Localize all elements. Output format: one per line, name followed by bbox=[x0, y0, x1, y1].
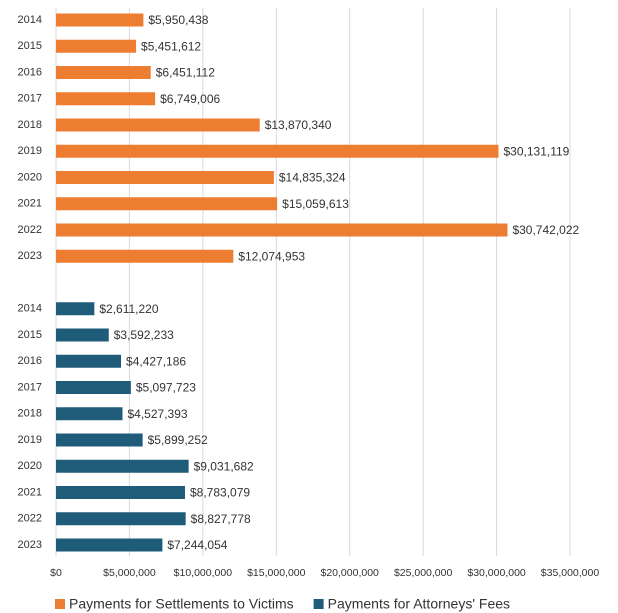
y-tick-label: 2020 bbox=[18, 460, 42, 472]
y-tick-label: 2017 bbox=[18, 381, 42, 393]
legend-label: Payments for Settlements to Victims bbox=[69, 596, 294, 612]
bar bbox=[56, 433, 143, 447]
data-label: $30,131,119 bbox=[503, 144, 569, 158]
legend-swatch bbox=[55, 599, 65, 609]
bar bbox=[56, 39, 137, 53]
bar bbox=[56, 407, 123, 421]
y-tick-label: 2021 bbox=[18, 198, 42, 210]
y-tick-label: 2022 bbox=[18, 513, 42, 525]
bar bbox=[56, 328, 109, 342]
data-label: $12,074,953 bbox=[238, 249, 305, 263]
x-tick-label: $0 bbox=[50, 567, 62, 579]
bar bbox=[56, 512, 186, 526]
data-label: $2,611,220 bbox=[99, 302, 158, 316]
y-tick-label: 2023 bbox=[18, 539, 42, 551]
y-tick-label: 2015 bbox=[18, 329, 42, 341]
data-label: $4,427,186 bbox=[126, 354, 186, 368]
x-tick-label: $20,000,000 bbox=[321, 567, 380, 579]
bar bbox=[56, 459, 189, 473]
data-label: $5,097,723 bbox=[136, 381, 196, 395]
legend-swatch bbox=[313, 599, 324, 609]
bar bbox=[56, 118, 260, 132]
y-tick-label: 2019 bbox=[18, 434, 42, 446]
y-tick-label: 2020 bbox=[18, 171, 42, 183]
data-label: $6,451,112 bbox=[156, 66, 215, 80]
bar bbox=[56, 13, 144, 27]
y-tick-label: 2017 bbox=[18, 93, 42, 105]
bar bbox=[56, 223, 508, 237]
y-tick-label: 2016 bbox=[18, 355, 42, 367]
bar bbox=[56, 302, 95, 316]
y-tick-label: 2023 bbox=[18, 250, 42, 262]
data-label: $5,950,438 bbox=[148, 13, 208, 27]
bar bbox=[56, 538, 163, 552]
x-tick-label: $30,000,000 bbox=[467, 567, 526, 579]
y-tick-label: 2014 bbox=[18, 303, 42, 315]
bar bbox=[56, 381, 131, 394]
data-label: $7,244,054 bbox=[167, 538, 227, 552]
bar bbox=[56, 354, 122, 368]
bar bbox=[56, 92, 156, 106]
data-label: $5,899,252 bbox=[148, 433, 208, 447]
x-tick-label: $5,000,000 bbox=[103, 567, 156, 579]
x-tick-label: $25,000,000 bbox=[394, 567, 453, 579]
y-tick-label: 2016 bbox=[18, 66, 42, 78]
data-label: $14,835,324 bbox=[279, 171, 346, 185]
bar bbox=[56, 249, 234, 263]
y-tick-label: 2019 bbox=[18, 145, 42, 157]
bar bbox=[56, 144, 499, 158]
legend-label: Payments for Attorneys' Fees bbox=[328, 596, 510, 612]
x-tick-label: $35,000,000 bbox=[541, 567, 600, 579]
x-tick-label: $15,000,000 bbox=[247, 567, 306, 579]
y-tick-label: 2014 bbox=[18, 14, 42, 26]
y-tick-label: 2015 bbox=[18, 40, 42, 52]
data-label: $30,742,022 bbox=[512, 223, 579, 237]
bar bbox=[56, 486, 185, 499]
y-tick-label: 2022 bbox=[18, 224, 42, 236]
data-label: $15,059,613 bbox=[282, 197, 349, 211]
data-label: $8,827,778 bbox=[191, 512, 251, 526]
bar bbox=[56, 171, 274, 184]
y-tick-label: 2018 bbox=[18, 408, 42, 420]
data-label: $3,592,233 bbox=[114, 328, 174, 342]
y-tick-label: 2018 bbox=[18, 119, 42, 131]
data-label: $4,527,393 bbox=[127, 407, 187, 421]
data-label: $8,783,079 bbox=[190, 486, 250, 500]
data-label: $9,031,682 bbox=[194, 459, 254, 473]
x-tick-label: $10,000,000 bbox=[174, 567, 233, 579]
data-label: $13,870,340 bbox=[265, 118, 332, 132]
y-tick-label: 2021 bbox=[18, 486, 42, 498]
data-label: $5,451,612 bbox=[141, 39, 201, 53]
bar bbox=[56, 197, 278, 211]
bar bbox=[56, 66, 151, 79]
data-label: $6,749,006 bbox=[160, 92, 220, 106]
